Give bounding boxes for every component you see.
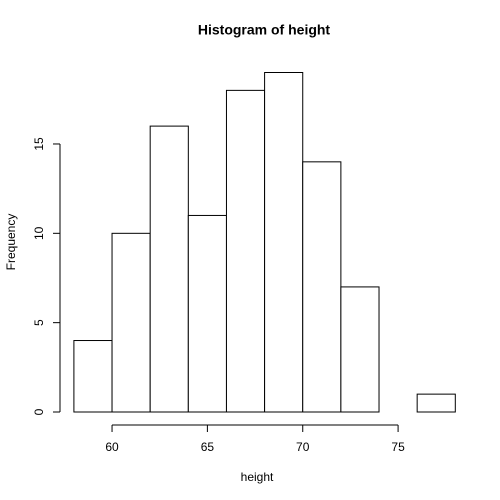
bar [225, 89, 266, 413]
bar [111, 232, 151, 413]
x-tick-label: 75 [391, 440, 405, 454]
y-tick-label: 0 [32, 408, 46, 415]
y-axis-label: Frequency [4, 214, 18, 271]
bar [187, 214, 227, 413]
bar [340, 286, 380, 413]
bar [149, 125, 189, 413]
bar [416, 393, 456, 413]
y-tick-label: 10 [32, 226, 46, 240]
x-tick-label: 60 [105, 440, 119, 454]
y-tick-label: 15 [32, 137, 46, 151]
chart-title: Histogram of height [198, 22, 331, 38]
bar [264, 72, 304, 413]
x-tick-label: 65 [201, 440, 215, 454]
x-tick-label: 70 [296, 440, 310, 454]
bar [73, 340, 113, 413]
y-tick-label: 5 [32, 319, 46, 326]
bar [302, 161, 342, 413]
x-axis-label: height [241, 470, 274, 484]
